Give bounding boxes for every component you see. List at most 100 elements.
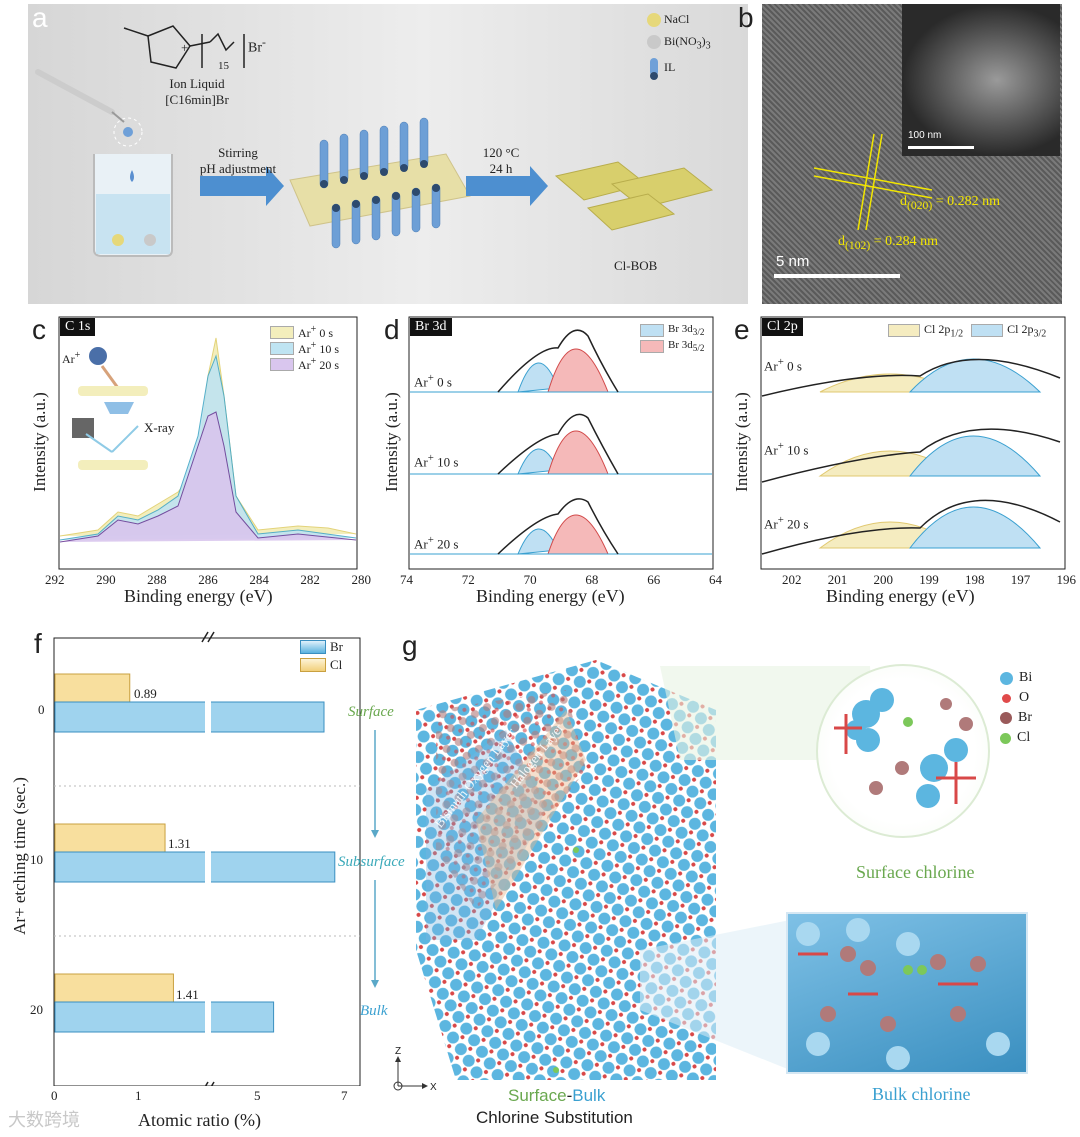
panel-a-illustration: + xyxy=(35,13,714,257)
c-xlabel: Binding energy (eV) xyxy=(124,586,273,606)
f-data-label-0: 0.89 xyxy=(134,686,157,701)
f-ytick-10: 10 xyxy=(30,852,43,867)
cl-bar xyxy=(54,973,174,1003)
depth-subsurface: Subsurface xyxy=(338,854,405,870)
panel-c-spectrum xyxy=(58,316,358,570)
bi-nitrate-legend-marker xyxy=(647,35,661,49)
panel-b-inset-image xyxy=(902,4,1060,156)
d-legend: Br 3d3/2 Br 3d5/2 xyxy=(640,322,704,354)
f-xtick-1: 1 xyxy=(135,1088,142,1103)
imidazolium-structure xyxy=(123,25,245,69)
step2-label: 120 °C 24 h xyxy=(482,145,520,176)
panel-d-label: d xyxy=(384,314,400,345)
c-legend: Ar+ 0 s Ar+ 10 s Ar+ 20 s xyxy=(270,324,339,372)
d-spacing-020: d(020) = 0.282 nm xyxy=(900,194,1001,212)
legend-il: IL xyxy=(664,60,676,74)
nacl-legend-marker xyxy=(647,13,661,27)
panel-f-label: f xyxy=(34,628,42,659)
f-legend: Br Cl xyxy=(300,638,343,674)
trace-20s xyxy=(410,498,712,555)
cl-atom-icon xyxy=(1000,732,1011,744)
g-legend: Bi O Br Cl xyxy=(1000,668,1032,748)
cl2p-tag: Cl 2p xyxy=(762,318,803,336)
d-ylabel: Intensity (a.u.) xyxy=(382,392,401,492)
pipette-icon xyxy=(35,69,125,123)
f-xtick-0: 0 xyxy=(51,1088,58,1103)
surface-chlorine-label: Surface chlorine xyxy=(856,862,975,882)
scale-label: 5 nm xyxy=(776,253,810,270)
d-xlabel: Binding energy (eV) xyxy=(476,586,625,606)
svg-text:+: + xyxy=(181,40,188,55)
d-trace-label-10: Ar+ 10 s xyxy=(414,452,459,470)
caption-line1: Surface-Bulk xyxy=(508,1086,606,1105)
il-legend-marker xyxy=(650,58,658,76)
cation-subscript: 15 xyxy=(218,60,229,72)
panel-e-label: e xyxy=(734,314,750,345)
axis-x-label: X xyxy=(430,1082,437,1093)
legend-nacl: NaCl xyxy=(664,12,690,26)
axis-break-icon xyxy=(201,631,215,1086)
scale-bar xyxy=(774,274,900,278)
e-ylabel: Intensity (a.u.) xyxy=(732,392,751,492)
bi-atom-icon xyxy=(1000,671,1013,685)
e-trace-label-10: Ar+ 10 s xyxy=(764,440,809,458)
e-trace-label-20: Ar+ 20 s xyxy=(764,514,809,532)
f-xlabel: Atomic ratio (%) xyxy=(138,1110,261,1130)
bar-break-gap xyxy=(205,851,211,883)
e-xticks: 202 201 200 199 198 197 196 xyxy=(782,572,1076,587)
br-bar xyxy=(54,1001,275,1033)
panel-e-spectrum xyxy=(760,316,1066,570)
br-bar xyxy=(54,851,336,883)
axis-z-label: Z xyxy=(395,1046,402,1057)
c-inset-xray: X-ray xyxy=(144,420,175,435)
d-trace-label-0: Ar+ 0 s xyxy=(414,372,452,390)
arrow-right-icon xyxy=(200,166,284,206)
axes-indicator xyxy=(393,1056,428,1091)
arrow-right-icon xyxy=(466,166,548,206)
trace-0s xyxy=(410,329,712,393)
trace-10s xyxy=(761,428,1061,483)
cl-bar xyxy=(54,823,166,853)
c-ylabel: Intensity (a.u.) xyxy=(30,392,49,492)
f-data-label-1: 1.31 xyxy=(168,836,191,851)
depth-arrows xyxy=(371,730,379,988)
trace-10s xyxy=(410,413,712,475)
cl-bob-sheets xyxy=(554,161,714,231)
d-spacing-102: d(102) = 0.284 nm xyxy=(838,234,939,252)
br-atom-icon xyxy=(1000,712,1012,724)
panel-g-label: g xyxy=(402,630,418,661)
d-trace-label-20: Ar+ 20 s xyxy=(414,534,459,552)
panel-c-label: c xyxy=(32,314,46,345)
panel-b-label: b xyxy=(738,2,754,33)
c-inset-ar: Ar+ xyxy=(62,350,81,366)
e-xlabel: Binding energy (eV) xyxy=(826,586,975,606)
br-bar xyxy=(54,701,325,733)
trace-0s xyxy=(761,358,1061,397)
depth-bulk: Bulk xyxy=(360,1003,388,1019)
e-trace-label-0: Ar+ 0 s xyxy=(764,356,802,374)
f-xtick-7: 7 xyxy=(341,1088,348,1103)
bar-break-gap xyxy=(205,701,211,733)
cl-bar xyxy=(54,673,131,703)
panel-f-bar-chart xyxy=(53,631,361,1086)
f-ytick-0: 0 xyxy=(38,702,45,717)
inset-scale-label: 100 nm xyxy=(908,130,942,141)
panel-a-label: a xyxy=(32,2,48,33)
bulk-zoom-atoms xyxy=(796,918,1010,1070)
bulk-zoom-box xyxy=(786,912,1028,1074)
e-legend: Cl 2p1/2 Cl 2p3/2 xyxy=(888,322,1046,339)
il-template-sheet xyxy=(289,117,471,249)
legend-bi-nitrate: Bi(NO3)3 xyxy=(664,34,711,52)
f-xtick-5: 5 xyxy=(254,1088,261,1103)
xps-inset-illustration xyxy=(72,347,148,470)
bar-break-gap xyxy=(205,1001,211,1033)
f-ytick-20: 20 xyxy=(30,1002,43,1017)
ion-liquid-label: Ion Liquid [C16min]Br xyxy=(165,76,229,107)
d-xticks: 74 72 70 68 66 64 xyxy=(400,572,722,587)
bulk-chlorine-label: Bulk chlorine xyxy=(872,1084,971,1104)
f-ylabel: Ar+ etching time (sec.) xyxy=(10,777,29,935)
o-atom-icon xyxy=(1002,693,1011,703)
br3d-tag: Br 3d xyxy=(410,318,452,336)
lattice-fringe-lines xyxy=(813,133,933,231)
inset-scale-bar xyxy=(908,146,974,149)
